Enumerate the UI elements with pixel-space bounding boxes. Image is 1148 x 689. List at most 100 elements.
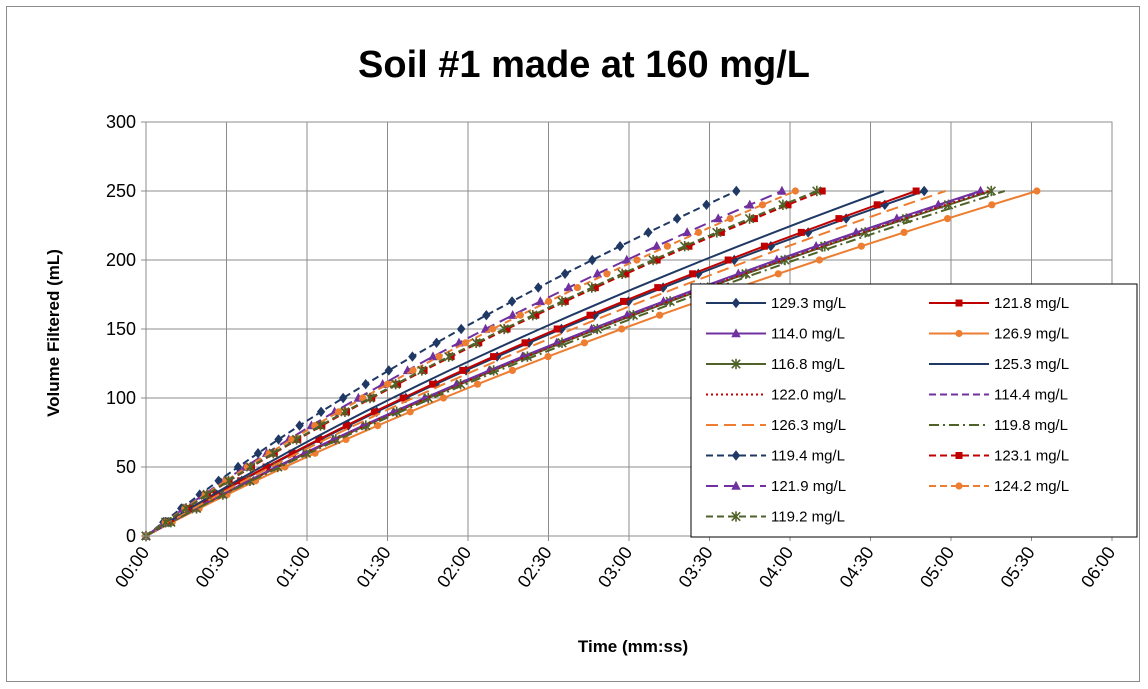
data-point	[503, 325, 511, 333]
data-point	[262, 463, 270, 471]
data-point	[561, 297, 569, 305]
data-point	[516, 311, 524, 319]
data-point	[253, 448, 263, 459]
data-point	[534, 282, 543, 293]
legend-item: 123.1 mg/L	[929, 448, 1069, 465]
data-point	[615, 241, 625, 252]
data-point	[223, 475, 234, 486]
data-point	[160, 517, 171, 528]
series-119-8-mg-l	[145, 190, 1006, 537]
data-point	[443, 351, 454, 362]
data-point	[471, 337, 481, 348]
data-point	[417, 365, 427, 376]
data-point	[717, 228, 725, 236]
data-point	[288, 449, 296, 457]
data-point	[214, 475, 223, 486]
data-point	[435, 353, 443, 361]
data-point	[560, 268, 570, 279]
data-point	[535, 296, 546, 306]
legend-label: 119.4 mg/L	[771, 448, 845, 465]
x-tick-label: 02:00	[433, 543, 475, 591]
legend-swatch-marker	[955, 299, 963, 307]
data-point	[622, 254, 632, 264]
data-point	[181, 503, 191, 514]
data-point	[713, 213, 723, 223]
data-point	[573, 284, 582, 292]
data-point	[988, 201, 996, 209]
data-point	[658, 282, 668, 293]
legend-swatch-marker	[955, 329, 963, 338]
legend-label: 121.9 mg/L	[771, 478, 846, 495]
legend-label: 114.0 mg/L	[771, 326, 845, 343]
legend-swatch-marker	[955, 452, 963, 459]
legend-item: 119.2 mg/L	[706, 509, 845, 526]
data-point	[439, 394, 448, 402]
data-point	[342, 422, 350, 430]
data-point	[237, 477, 245, 485]
data-point	[685, 242, 693, 250]
legend-item: 126.9 mg/L	[929, 326, 1069, 343]
legend-item: 114.4 mg/L	[929, 387, 1068, 404]
data-point	[315, 420, 326, 431]
data-point	[507, 310, 518, 319]
legend: 129.3 mg/L 121.8 mg/L 114.0 mg/L 126.9 mg/L…	[690, 283, 1138, 538]
chart-canvas: 00:00 00:30 01:00 01:30 02:00 02:30 03:00 03:30…	[44, 44, 1138, 656]
data-point	[557, 296, 567, 307]
data-point	[291, 434, 302, 445]
data-point	[618, 325, 626, 333]
x-tick-label: 05:00	[916, 543, 958, 591]
legend-item: 121.9 mg/L	[706, 478, 846, 495]
data-point	[408, 351, 417, 362]
data-point	[545, 297, 553, 305]
data-point	[648, 254, 658, 266]
data-point	[724, 256, 732, 264]
legend-swatch-marker	[731, 328, 741, 338]
data-point	[406, 408, 414, 416]
data-point	[653, 256, 661, 264]
legend-swatch-marker	[731, 480, 741, 490]
data-point	[912, 187, 920, 195]
data-point	[202, 489, 212, 500]
data-point	[429, 380, 437, 388]
data-point	[919, 185, 929, 197]
data-point	[459, 366, 467, 374]
data-point	[475, 339, 483, 347]
data-point	[654, 284, 662, 292]
legend-swatch-marker	[731, 297, 741, 309]
data-point	[812, 185, 822, 197]
data-point	[428, 351, 438, 361]
series-layer	[141, 185, 1041, 542]
data-point	[390, 379, 401, 390]
legend-swatch-marker	[731, 450, 741, 461]
data-point	[318, 422, 326, 430]
series-line	[145, 190, 984, 537]
data-point	[633, 256, 641, 264]
x-tick-label: 04:30	[836, 543, 878, 591]
x-tick-label: 03:30	[675, 543, 717, 591]
data-point	[482, 310, 491, 321]
y-tick-label: 200	[106, 250, 136, 270]
data-point	[712, 227, 722, 238]
data-point	[873, 201, 881, 209]
data-point	[394, 380, 402, 388]
legend-label: 119.2 mg/L	[771, 509, 845, 526]
series-line	[145, 190, 946, 537]
data-point	[288, 435, 296, 443]
data-point	[745, 199, 755, 209]
series-line	[145, 190, 989, 537]
data-point	[778, 199, 788, 210]
data-point	[361, 379, 370, 390]
data-point	[384, 380, 392, 388]
legend-label: 124.2 mg/L	[994, 478, 1069, 495]
data-point	[274, 434, 283, 445]
legend-label: 122.0 mg/L	[771, 387, 846, 404]
data-point	[656, 311, 664, 319]
legend-label: 126.3 mg/L	[771, 417, 846, 434]
data-point	[603, 270, 611, 278]
data-point	[544, 353, 552, 361]
data-point	[750, 215, 758, 223]
data-point	[622, 270, 630, 278]
legend-item: 125.3 mg/L	[929, 356, 1069, 373]
data-point	[694, 228, 703, 236]
data-point	[461, 339, 470, 347]
